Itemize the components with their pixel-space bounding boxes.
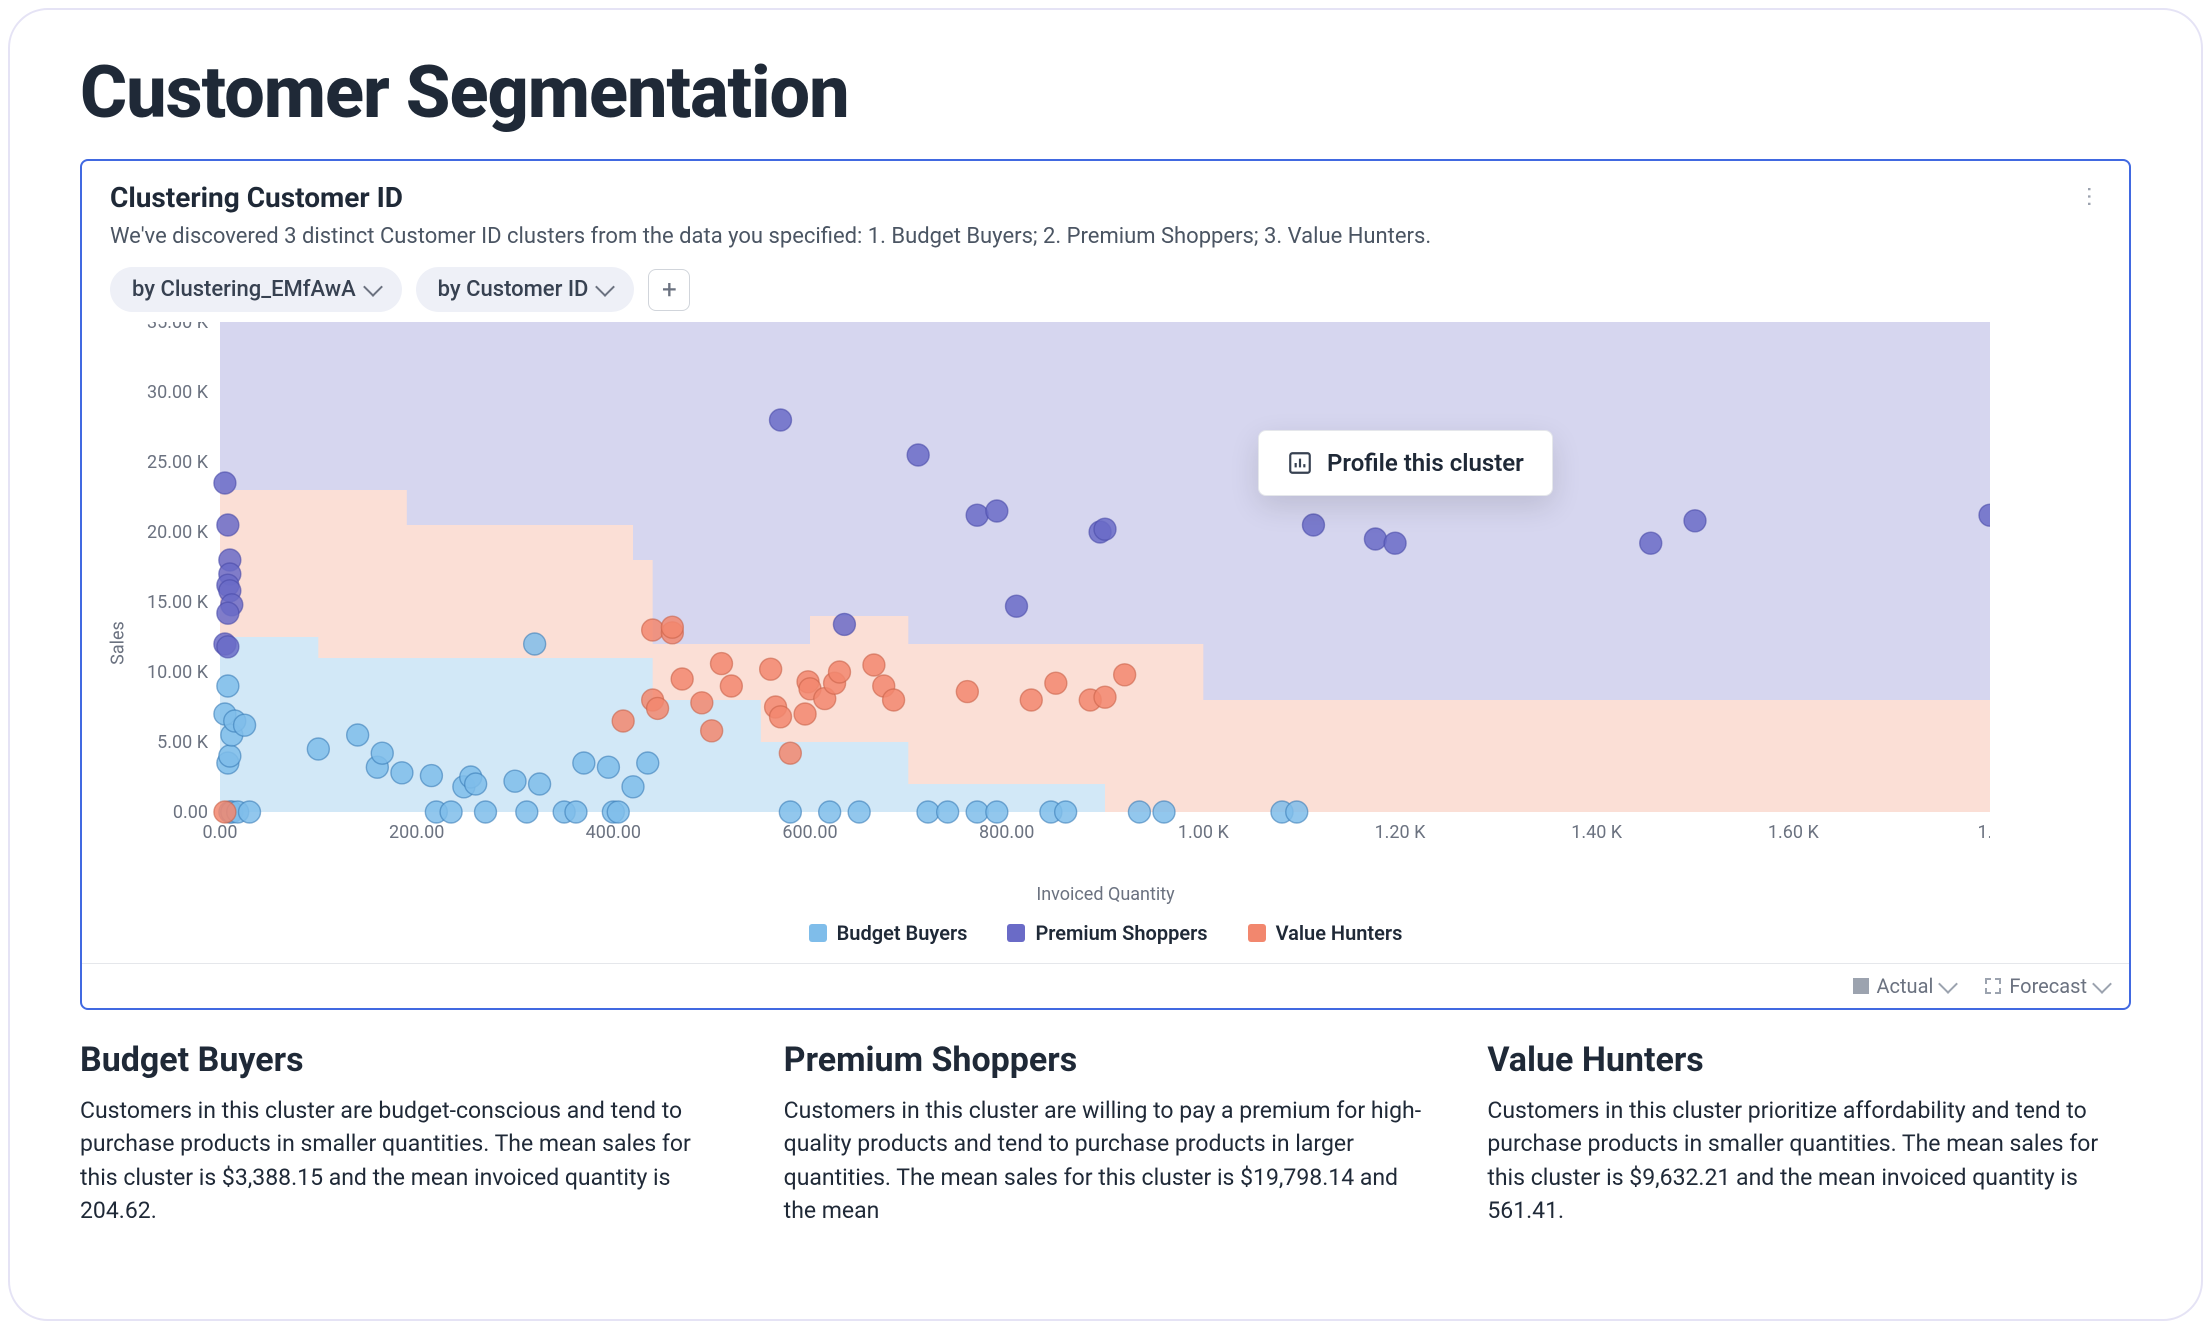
svg-text:5.00 K: 5.00 K <box>157 732 209 753</box>
svg-text:1.00 K: 1.00 K <box>1178 822 1230 843</box>
tooltip-label: Profile this cluster <box>1327 449 1524 477</box>
svg-text:400.00: 400.00 <box>586 822 641 843</box>
forecast-swatch-icon <box>1985 978 2001 994</box>
bar-chart-icon <box>1287 450 1313 476</box>
filter-row: by Clustering_EMfAwA by Customer ID + <box>110 267 2101 312</box>
svg-text:1.40 K: 1.40 K <box>1571 822 1623 843</box>
svg-text:10.00 K: 10.00 K <box>147 662 209 683</box>
card-header: Clustering Customer ID ⋯ <box>110 181 2101 214</box>
segment-premium: Premium Shoppers Customers in this clust… <box>784 1040 1428 1227</box>
svg-text:35.00 K: 35.00 K <box>147 322 209 333</box>
filter-customer-id[interactable]: by Customer ID <box>416 267 635 312</box>
svg-text:600.00: 600.00 <box>782 822 837 843</box>
swatch-budget <box>809 924 827 942</box>
legend-budget-label: Budget Buyers <box>837 921 968 945</box>
chart-container: Sales 0.00 5.00 K 10.00 K 15.00 K 20.00 K 25.… <box>110 322 2101 963</box>
page-frame: Customer Segmentation Clustering Custome… <box>8 8 2203 1321</box>
segment-value: Value Hunters Customers in this cluster … <box>1487 1040 2131 1227</box>
profile-cluster-tooltip[interactable]: Profile this cluster <box>1258 430 1553 496</box>
swatch-value <box>1248 924 1266 942</box>
legend-value-label: Value Hunters <box>1276 921 1403 945</box>
chevron-down-icon <box>1938 974 1958 994</box>
svg-text:1.60 K: 1.60 K <box>1768 822 1820 843</box>
segment-value-body: Customers in this cluster prioritize aff… <box>1487 1094 2131 1227</box>
segment-premium-title: Premium Shoppers <box>784 1040 1428 1080</box>
card-title: Clustering Customer ID <box>110 181 403 214</box>
swatch-premium <box>1007 924 1025 942</box>
svg-text:15.00 K: 15.00 K <box>147 592 209 613</box>
card-subtitle: We've discovered 3 distinct Customer ID … <box>110 224 2101 249</box>
chart-legend: Budget Buyers Premium Shoppers Value Hun… <box>110 921 2101 963</box>
footer-actual[interactable]: Actual <box>1853 974 1956 998</box>
plus-icon: + <box>662 275 677 305</box>
svg-text:1.20 K: 1.20 K <box>1375 822 1427 843</box>
footer-forecast-label: Forecast <box>2009 974 2087 998</box>
svg-text:20.00 K: 20.00 K <box>147 522 209 543</box>
card-menu-icon[interactable]: ⋯ <box>2077 186 2102 210</box>
chevron-down-icon <box>596 277 616 297</box>
svg-text:1.8: 1.8 <box>1978 822 1990 843</box>
segment-premium-body: Customers in this cluster are willing to… <box>784 1094 1428 1227</box>
segment-budget-title: Budget Buyers <box>80 1040 724 1080</box>
svg-text:25.00 K: 25.00 K <box>147 452 209 473</box>
scatter-chart[interactable]: 0.00 5.00 K 10.00 K 15.00 K 20.00 K 25.00 K 30… <box>110 322 1990 872</box>
add-filter-button[interactable]: + <box>648 269 690 311</box>
svg-text:200.00: 200.00 <box>389 822 444 843</box>
legend-premium[interactable]: Premium Shoppers <box>1007 921 1207 945</box>
svg-text:0.00: 0.00 <box>202 822 237 843</box>
y-axis-label: Sales <box>107 621 128 665</box>
footer-actual-label: Actual <box>1877 974 1934 998</box>
segments-row: Budget Buyers Customers in this cluster … <box>80 1040 2131 1227</box>
page-title: Customer Segmentation <box>80 50 2131 135</box>
legend-premium-label: Premium Shoppers <box>1035 921 1207 945</box>
legend-value[interactable]: Value Hunters <box>1248 921 1403 945</box>
segment-budget: Budget Buyers Customers in this cluster … <box>80 1040 724 1227</box>
filter-customer-id-label: by Customer ID <box>438 277 589 302</box>
x-axis-label: Invoiced Quantity <box>110 884 2101 905</box>
footer-forecast[interactable]: Forecast <box>1985 974 2109 998</box>
svg-text:800.00: 800.00 <box>979 822 1034 843</box>
segment-value-title: Value Hunters <box>1487 1040 2131 1080</box>
svg-text:0.00: 0.00 <box>173 802 208 823</box>
card-footer: Actual Forecast <box>82 963 2129 1008</box>
filter-clustering[interactable]: by Clustering_EMfAwA <box>110 267 402 312</box>
legend-budget[interactable]: Budget Buyers <box>809 921 968 945</box>
chevron-down-icon <box>363 277 383 297</box>
chevron-down-icon <box>2092 974 2112 994</box>
filter-clustering-label: by Clustering_EMfAwA <box>132 277 356 302</box>
cluster-card: Clustering Customer ID ⋯ We've discovere… <box>80 159 2131 1010</box>
svg-text:30.00 K: 30.00 K <box>147 382 209 403</box>
segment-budget-body: Customers in this cluster are budget-con… <box>80 1094 724 1227</box>
actual-swatch-icon <box>1853 978 1869 994</box>
